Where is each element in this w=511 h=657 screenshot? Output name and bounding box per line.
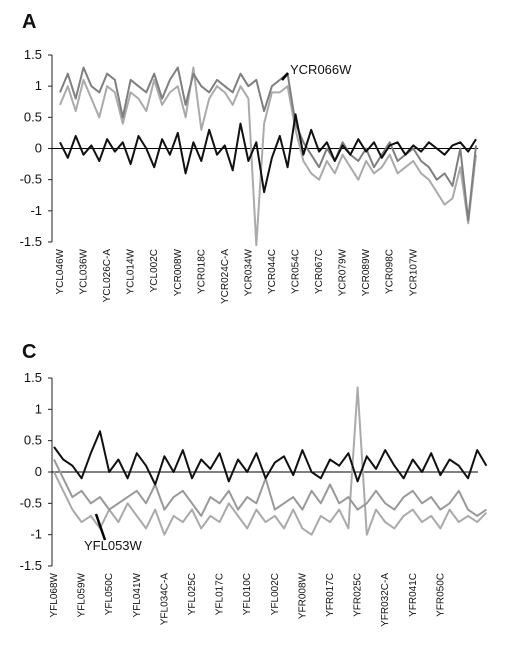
y-tick-label: 0.5: [24, 109, 42, 124]
x-tick-label: YCR008W: [173, 248, 184, 296]
x-tick-label: YCR098C: [385, 249, 396, 294]
series-line: [53, 459, 487, 517]
y-tick-label: 0.5: [24, 433, 42, 448]
annotation-pointer: [281, 72, 289, 81]
annotation-pointer: [94, 513, 107, 541]
y-tick-label: -1.5: [20, 558, 42, 573]
x-tick-label: YCR018C: [196, 249, 207, 294]
series-line: [59, 113, 477, 194]
y-tick-label: 1: [35, 401, 42, 416]
x-tick-label: YFL041W: [132, 572, 143, 617]
y-tick-label: -0.5: [20, 172, 42, 187]
series-line: [53, 430, 488, 486]
x-tick-label: YFL017C: [215, 573, 226, 615]
x-tick-label: YFR041C: [408, 573, 419, 617]
x-tick-label: YCR107W: [408, 248, 419, 296]
x-tick-label: YCR079W: [338, 248, 349, 296]
x-tick-label: YCR044C: [267, 249, 278, 294]
y-tick-label: -1: [30, 527, 42, 542]
x-tick-label: YFL002C: [270, 573, 281, 615]
x-tick-label: YFL010C: [242, 573, 253, 615]
series-line: [59, 66, 477, 247]
x-tick-label: YFR050C: [435, 573, 446, 617]
y-tick-label: 0: [35, 141, 42, 156]
annotation: YCR066W: [290, 62, 352, 77]
x-tick-label: YCL014W: [126, 248, 137, 294]
y-tick-label: -1: [30, 203, 42, 218]
y-tick-label: 1: [35, 78, 42, 93]
x-tick-label: YFR025C: [353, 573, 364, 617]
y-tick-label: -1.5: [20, 234, 42, 249]
y-tick-label: 1.5: [24, 47, 42, 62]
y-tick-label: 1.5: [24, 370, 42, 385]
annotation: YFL053W: [84, 538, 143, 553]
x-tick-label: YCR054C: [291, 249, 302, 294]
y-tick-label: 0: [35, 464, 42, 479]
x-tick-label: YFL068W: [49, 572, 60, 617]
x-tick-label: YCL036W: [79, 248, 90, 294]
x-tick-label: YCR024C-A: [220, 249, 231, 304]
x-tick-label: YCL046W: [55, 248, 66, 294]
panel-label: C: [22, 341, 36, 363]
x-tick-label: YFR017C: [325, 573, 336, 617]
x-tick-label: YCL002C: [149, 249, 160, 292]
x-tick-label: YCR034W: [243, 248, 254, 296]
x-tick-label: YCR089W: [361, 248, 372, 296]
x-tick-label: YCR067C: [314, 249, 325, 294]
panel-label: A: [22, 11, 36, 33]
x-tick-label: YFL034C-A: [159, 573, 170, 626]
x-tick-label: YFR008W: [297, 572, 308, 619]
series-line: [53, 386, 488, 536]
x-tick-label: YFL025C: [187, 573, 198, 615]
x-tick-label: YFR032C-A: [380, 573, 391, 627]
x-tick-label: YCL026C-A: [102, 249, 113, 303]
x-tick-label: YFL059W: [77, 572, 88, 617]
y-tick-label: -0.5: [20, 495, 42, 510]
x-tick-label: YFL050C: [104, 573, 115, 615]
